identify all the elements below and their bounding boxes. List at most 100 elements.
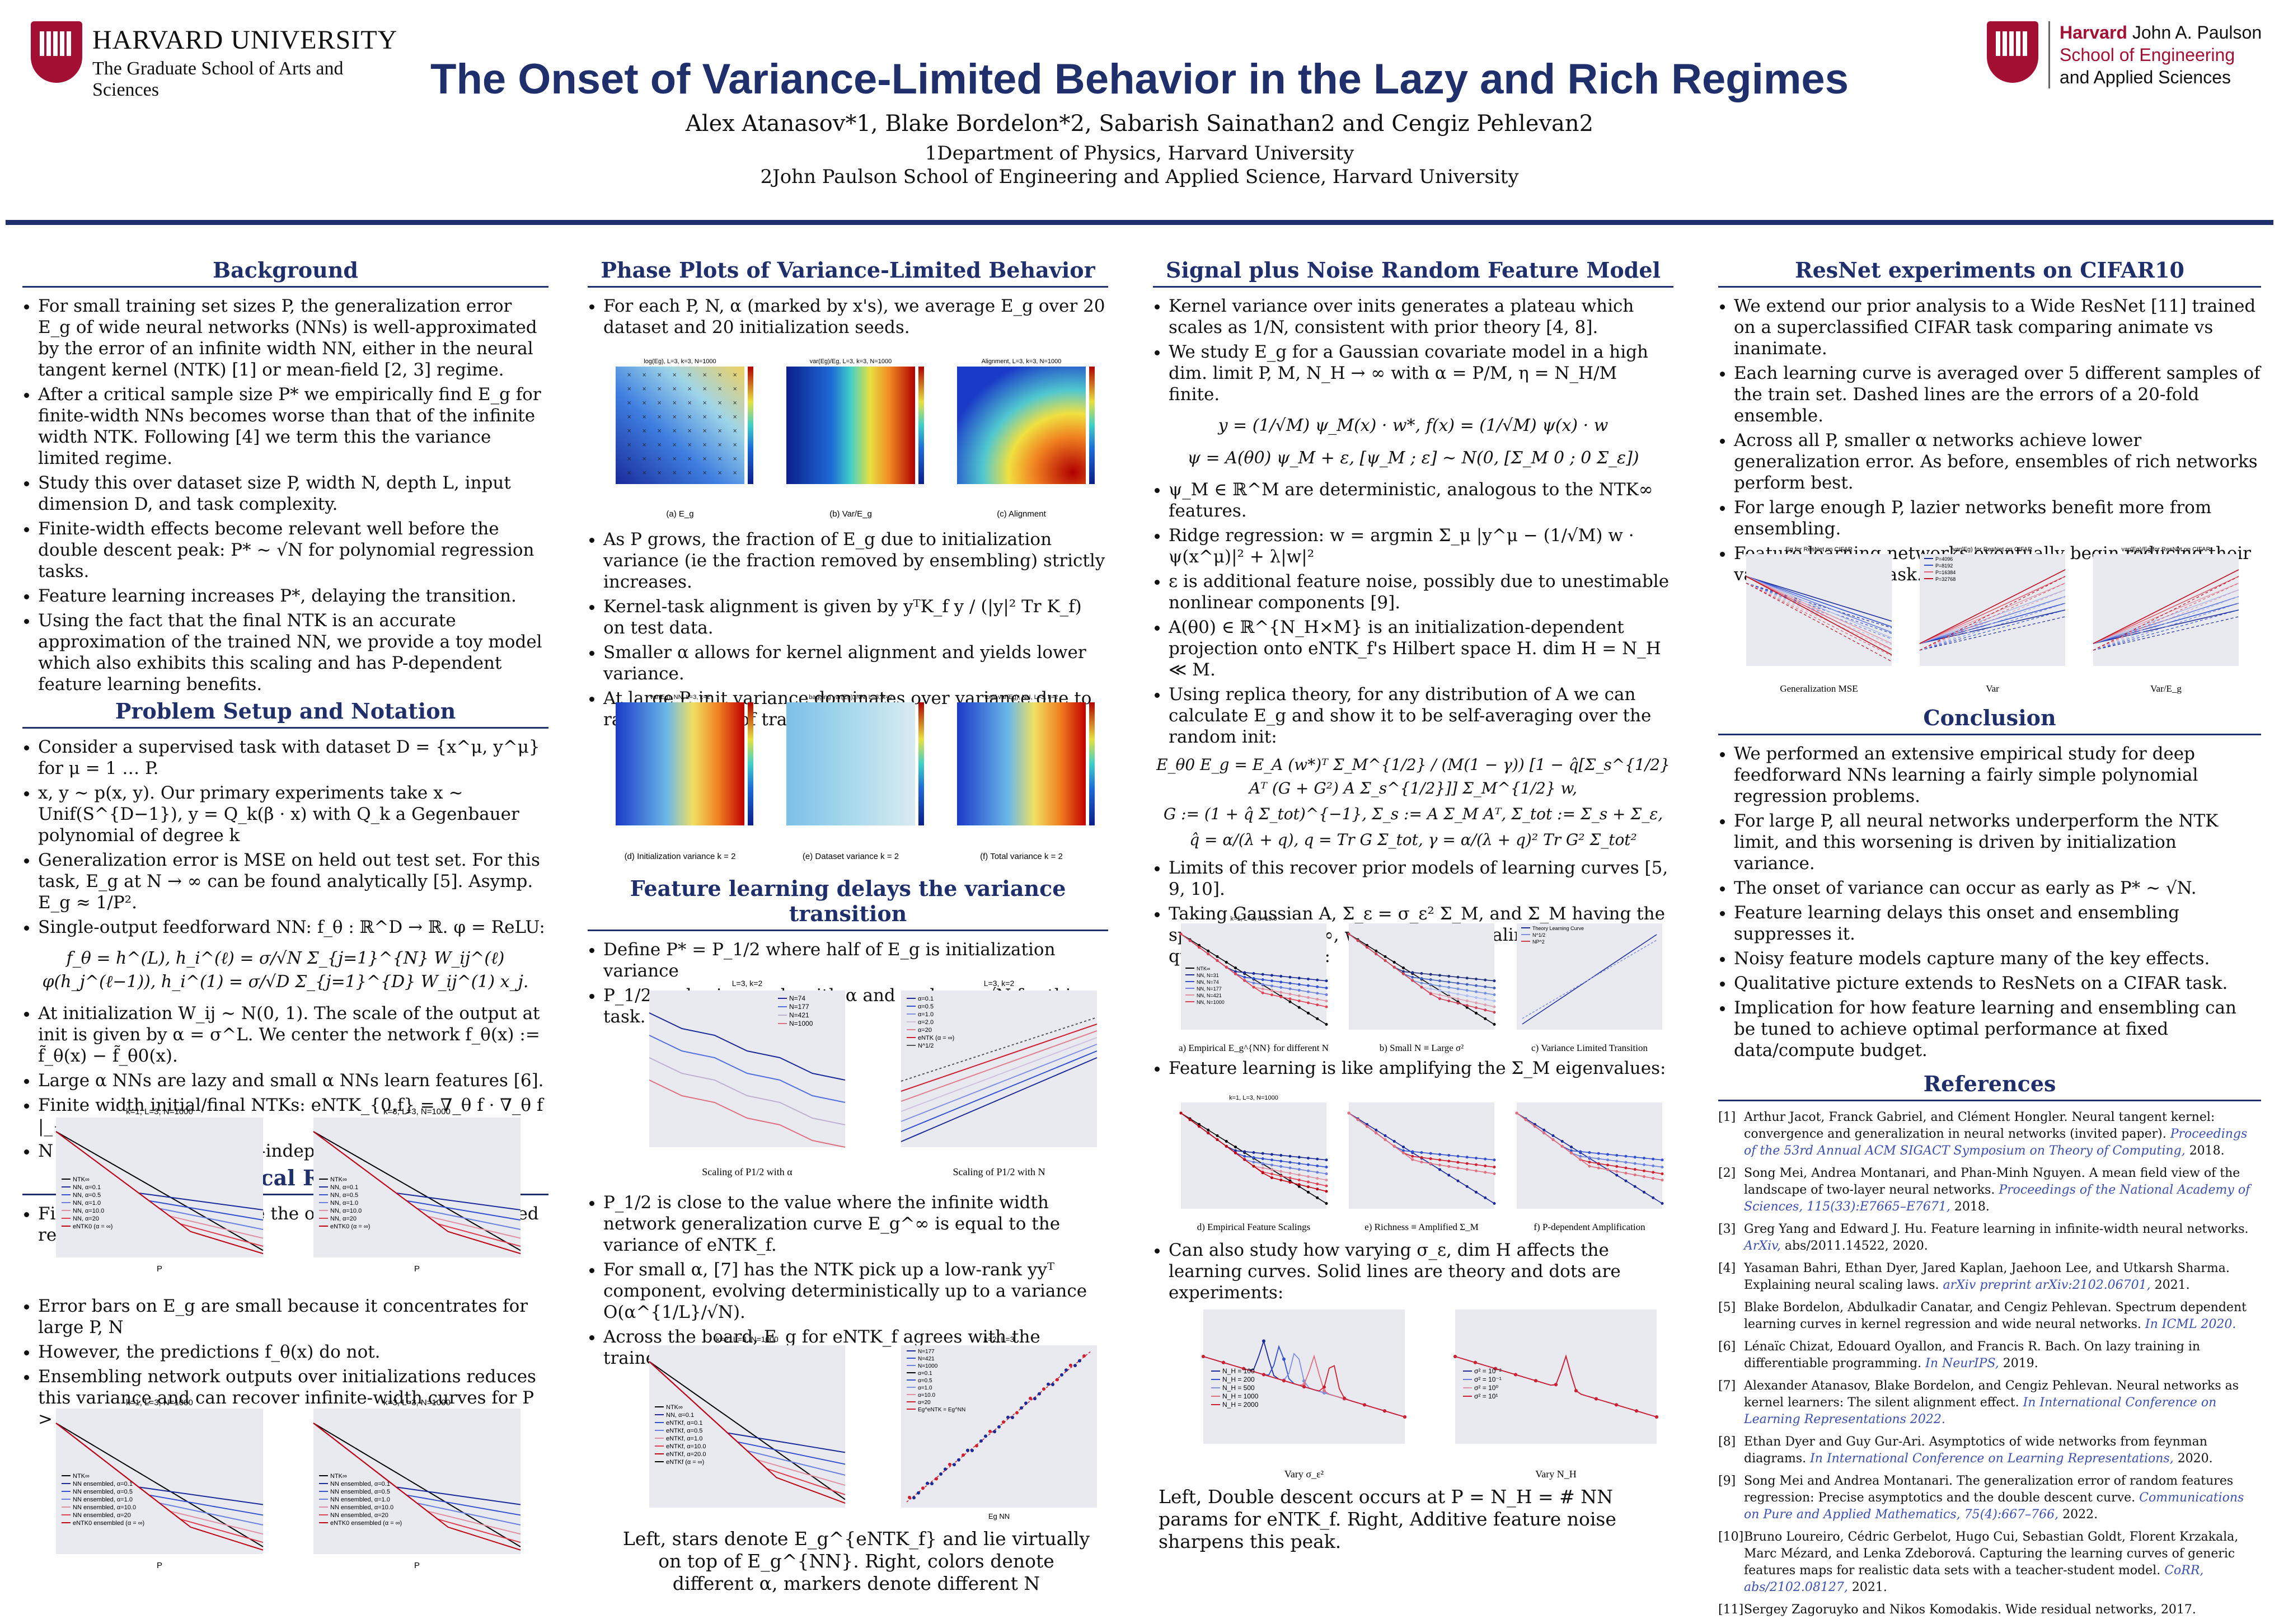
plot-b: b) Small N ≡ Large σ² <box>1347 923 1496 1053</box>
list-item: A(θ0) ∈ ℝ^{N_H×M} is an initialization-d… <box>1169 617 1673 680</box>
reference-venue[interactable]: ArXiv, <box>1744 1239 1785 1253</box>
legend-label: α=10.0 <box>918 1392 936 1398</box>
series-line <box>1180 933 1327 1007</box>
sample-x-mark: × <box>733 372 737 378</box>
legend-label: α=1.0 <box>918 1385 932 1391</box>
scatter-point <box>1042 1387 1045 1391</box>
x-axis-label: P <box>157 1561 162 1570</box>
curves <box>1179 932 1328 1026</box>
data-point <box>1325 1190 1328 1193</box>
legend-label: N_H = 500 <box>1222 1384 1255 1392</box>
x-axis-label: Eg NN <box>988 1512 1010 1520</box>
section-rule <box>22 286 548 288</box>
header-divider <box>6 220 2273 225</box>
sample-x-mark: × <box>672 456 677 462</box>
reference-venue[interactable]: In ICML 2020. <box>2145 1317 2236 1331</box>
reference-venue[interactable]: In NeurIPS, <box>1925 1357 2003 1370</box>
legend-label: α=0.1 <box>918 996 934 1002</box>
reference-venue[interactable]: arXiv preprint arXiv:2102.06701, <box>1943 1278 2155 1292</box>
scatter-point <box>1006 1415 1010 1419</box>
series-line <box>2093 589 2239 644</box>
list-item: Feature learning increases P*, delaying … <box>38 585 548 607</box>
reference-venue[interactable]: In International Conference on Learning … <box>1810 1452 2178 1466</box>
reference-item: [7] Alexander Atanasov, Blake Bordelon, a… <box>1718 1378 2261 1428</box>
reference-number: [10] <box>1718 1530 1744 1544</box>
series-line-ensemble <box>1746 583 1892 651</box>
resnet-heading: ResNet experiments on CIFAR10 <box>1795 257 2184 283</box>
column-2-feature-2: P_1/2 is close to the value where the in… <box>588 1192 1108 1372</box>
plot-title: k=1, L=3, α=10.0 <box>1230 916 1277 922</box>
plot-caption: e) Richness ≡ Amplified Σ_M <box>1364 1222 1479 1232</box>
sample-x-mark: × <box>627 386 631 392</box>
plot-caption: Var/E_g <box>2150 683 2182 694</box>
list-item: For small α, [7] has the NTK pick up a l… <box>603 1259 1108 1323</box>
section-rule <box>22 727 548 729</box>
reference-venue[interactable]: Proceedings of the 53rd Annual ACM SIGAC… <box>1744 1127 2248 1158</box>
scatter-point <box>1015 1411 1019 1415</box>
legend-label: NN, α=0.1 <box>73 1184 101 1191</box>
sample-x-mark: × <box>687 428 692 434</box>
sample-x-mark: × <box>642 414 646 420</box>
plot-f: f) P-dependent Amplification <box>1515 1102 1664 1232</box>
list-item: ε is additional feature noise, possibly … <box>1169 571 1673 613</box>
legend-label: eNTK0 (α = ∞) <box>330 1223 370 1230</box>
reference-venue[interactable]: CoRR, abs/2102.08127, <box>1744 1564 2204 1594</box>
data-point <box>1661 1158 1664 1162</box>
scatter-point <box>930 1482 934 1486</box>
legend-label: NTK∞ <box>666 1404 683 1411</box>
curves <box>1347 1111 1496 1205</box>
reference-venue[interactable]: In International Conference on Learning … <box>1744 1396 2217 1426</box>
legend-label: NN ensembled, α=0.1 <box>73 1481 133 1487</box>
p12-left-curves <box>649 1012 846 1148</box>
plot-left: k=1, L=3, N=1000 P NTK∞NN ensembled, α=0… <box>55 1398 264 1570</box>
data-point <box>1493 1166 1496 1169</box>
curves <box>1919 569 2066 651</box>
reference-text: Greg Yang and Edward J. Hu. Feature lear… <box>1744 1222 2249 1253</box>
sample-x-mark: × <box>672 414 677 420</box>
setup-list-2: At initialization W_ij ∼ N(0, 1). The sc… <box>22 1003 548 1162</box>
reference-venue[interactable]: Communications on Pure and Applied Mathe… <box>1744 1491 2244 1522</box>
legend-label: α=20 <box>918 1027 932 1034</box>
series-line-ensemble <box>1919 576 2066 651</box>
legend-label: N=74 <box>789 994 805 1002</box>
colorbar <box>918 367 924 484</box>
section-rule <box>1718 734 2261 735</box>
scatter-point <box>1073 1364 1077 1368</box>
reference-venue[interactable]: Proceedings of the National Academy of S… <box>1744 1183 2250 1214</box>
legend-label: α=20 <box>918 1400 931 1406</box>
scatter-point <box>1047 1382 1050 1386</box>
heat-caption: (b) Var/E_g <box>829 509 872 519</box>
legend-label: N=421 <box>789 1011 809 1019</box>
series-line <box>1746 576 1892 639</box>
reference-text: Sergey Zagoruyko and Nikos Komodakis. Wi… <box>1744 1603 2196 1617</box>
scatter-point <box>935 1477 938 1481</box>
series-line-ensemble <box>1746 583 1892 634</box>
reference-text: Alexander Atanasov, Blake Bordelon, and … <box>1744 1379 2239 1426</box>
list-item: Ridge regression: w = argmin Σ_μ |y^μ − … <box>1169 525 1673 567</box>
sample-x-mark: × <box>687 470 692 476</box>
curves <box>2093 569 2239 651</box>
series-line-ensemble <box>1746 583 1892 628</box>
legend-label: eNTK0 ensembled (α = ∞) <box>330 1520 402 1527</box>
sample-x-mark: × <box>733 400 737 406</box>
sample-x-mark: × <box>733 470 737 476</box>
plot-background <box>1181 1102 1326 1209</box>
legend-label: NN ensembled, α=10.0 <box>73 1504 136 1511</box>
section-rule <box>588 286 1108 288</box>
figure-finite-width: k=1, L=3, N=1000 P NTK∞ NN, α=0.1 NN, α=0.… <box>34 1105 537 1279</box>
legend-label: NN, α=1.0 <box>330 1200 358 1207</box>
entk-right: k=2, L=3 N=177N=421N=1000α=0.1α=0.5α=1.0… <box>901 1335 1097 1520</box>
series-line <box>313 1131 521 1251</box>
list-item: Feature learning is like amplifying the … <box>1169 1058 1673 1079</box>
sample-x-mark: × <box>657 470 662 476</box>
data-point <box>1325 979 1328 983</box>
plot-title: k=1, L=3, N=1000 <box>126 1107 193 1116</box>
heatmaps-bottom: var(Eg), NN, L=3, k=2 (d) Initialization… <box>604 691 1114 865</box>
curves-c <box>55 1423 264 1551</box>
reference-text: Bruno Loureiro, Cédric Gerbelot, Hugo Cu… <box>1744 1530 2239 1594</box>
column-3-mid: Feature learning is like amplifying the … <box>1153 1058 1673 1082</box>
series-line <box>55 1131 264 1251</box>
legend-label: P=16384 <box>1935 570 1956 575</box>
plot-caption: a) Empirical E_g^{NN} for different N <box>1179 1043 1329 1053</box>
